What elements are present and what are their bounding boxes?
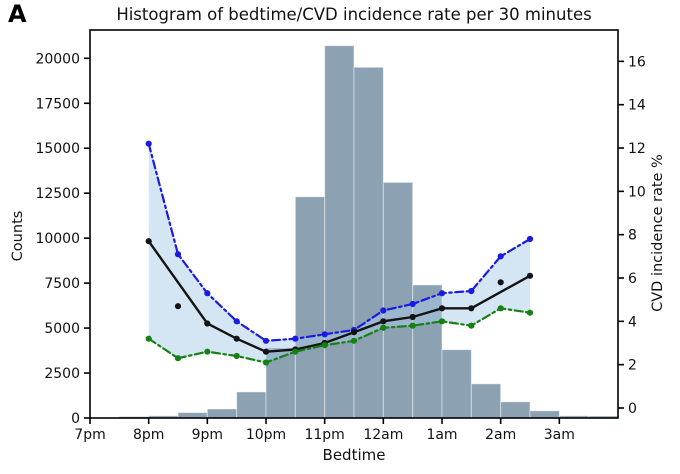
histogram-bar xyxy=(206,408,238,419)
blue-line xyxy=(147,142,532,342)
green-marker xyxy=(468,322,475,329)
histogram-bar xyxy=(177,412,208,419)
y-left-tick-label: 20000 xyxy=(35,51,80,67)
blue-marker xyxy=(380,307,387,314)
blue-marker xyxy=(145,140,152,147)
black-line xyxy=(147,240,532,353)
y-left-tick-label: 10000 xyxy=(35,231,80,247)
y-left-tick-label: 17500 xyxy=(35,96,80,112)
green-line xyxy=(147,307,532,364)
y-right-tick-label: 10 xyxy=(628,184,646,200)
x-tick-label: 8pm xyxy=(133,427,164,443)
black-marker xyxy=(380,318,387,325)
histogram-bar xyxy=(500,401,531,419)
y-right-axis-label: CVD incidence rate % xyxy=(650,154,666,312)
y-right-tick-label: 0 xyxy=(628,401,637,417)
histogram-bar xyxy=(236,391,267,419)
green-marker xyxy=(145,335,152,342)
y-right-tick-label: 12 xyxy=(628,141,646,157)
chart-title: Histogram of bedtime/CVD incidence rate … xyxy=(116,5,592,24)
black-marker xyxy=(350,329,358,336)
histogram-bar xyxy=(529,410,560,419)
blue-marker xyxy=(233,318,240,325)
series-green xyxy=(145,305,534,366)
y-left-tick-label: 12500 xyxy=(35,186,80,202)
green-marker xyxy=(233,352,240,360)
blue-marker xyxy=(262,337,270,344)
y-left-tick-label: 15000 xyxy=(35,141,80,157)
black-marker xyxy=(262,348,270,355)
green-marker xyxy=(174,355,182,362)
blue-marker xyxy=(174,251,182,258)
y-right-tick-label: 6 xyxy=(628,271,637,287)
green-marker xyxy=(350,337,358,344)
y-right-tick-label: 8 xyxy=(628,228,637,244)
histogram-bar xyxy=(470,383,502,419)
green-marker xyxy=(526,309,534,316)
x-tick-label: 7pm xyxy=(74,427,105,443)
histogram-bars xyxy=(118,45,619,419)
black-marker xyxy=(497,279,504,286)
black-marker xyxy=(468,305,475,312)
black-marker xyxy=(145,238,152,245)
y-right-tick-label: 14 xyxy=(628,98,646,114)
axes: 7pm 8pm 9pm 10pm 11pm 12am 1am 2am 3am 0 2500 5000 7… xyxy=(35,29,646,443)
series-black xyxy=(145,238,534,355)
blue-marker xyxy=(409,300,416,308)
green-marker xyxy=(497,305,504,312)
y-left-tick-label: 7500 xyxy=(44,276,80,292)
y-left-tick-label: 2500 xyxy=(44,366,80,382)
y-left-axis-label: Counts xyxy=(10,210,26,262)
y-right-tick-label: 16 xyxy=(628,54,646,70)
y-right-tick-label: 2 xyxy=(628,358,637,374)
x-tick-label: 1am xyxy=(426,427,457,443)
confidence-band xyxy=(148,143,530,363)
green-marker xyxy=(262,359,270,366)
x-tick-label: 2am xyxy=(485,427,516,443)
green-marker xyxy=(321,342,328,349)
blue-marker xyxy=(497,253,504,260)
black-marker xyxy=(409,313,416,321)
x-tick-label: 12am xyxy=(363,427,403,443)
green-marker xyxy=(409,322,416,329)
histogram-bar xyxy=(294,196,326,419)
confidence-band-area xyxy=(148,143,530,363)
x-tick-label: 9pm xyxy=(192,427,223,443)
black-marker xyxy=(204,320,211,327)
green-marker xyxy=(438,318,446,325)
histogram-bar xyxy=(324,45,355,419)
blue-marker xyxy=(526,235,534,243)
black-marker xyxy=(526,272,534,279)
series-blue xyxy=(145,140,534,344)
y-right-tick-label: 4 xyxy=(628,314,637,330)
x-axis-label: Bedtime xyxy=(322,446,386,464)
y-left-tick-label: 0 xyxy=(71,411,80,427)
blue-marker xyxy=(204,290,211,297)
black-marker xyxy=(438,305,446,312)
histogram-bar xyxy=(441,349,472,419)
black-marker xyxy=(174,303,182,310)
blue-marker xyxy=(468,287,475,295)
panel-label: A xyxy=(8,0,27,28)
x-tick-label: 11pm xyxy=(304,427,344,443)
x-tick-label: 10pm xyxy=(246,427,286,443)
blue-marker xyxy=(321,331,328,338)
x-tick-label: 3am xyxy=(544,427,575,443)
black-marker xyxy=(233,335,240,342)
histogram-bar xyxy=(382,181,414,419)
blue-marker xyxy=(438,290,446,297)
plot-border xyxy=(89,29,619,419)
green-marker xyxy=(204,348,211,355)
green-marker xyxy=(380,324,387,331)
y-left-tick-label: 5000 xyxy=(44,321,80,337)
histogram-bar xyxy=(353,66,384,419)
green-marker xyxy=(292,348,299,355)
blue-marker xyxy=(292,335,299,342)
